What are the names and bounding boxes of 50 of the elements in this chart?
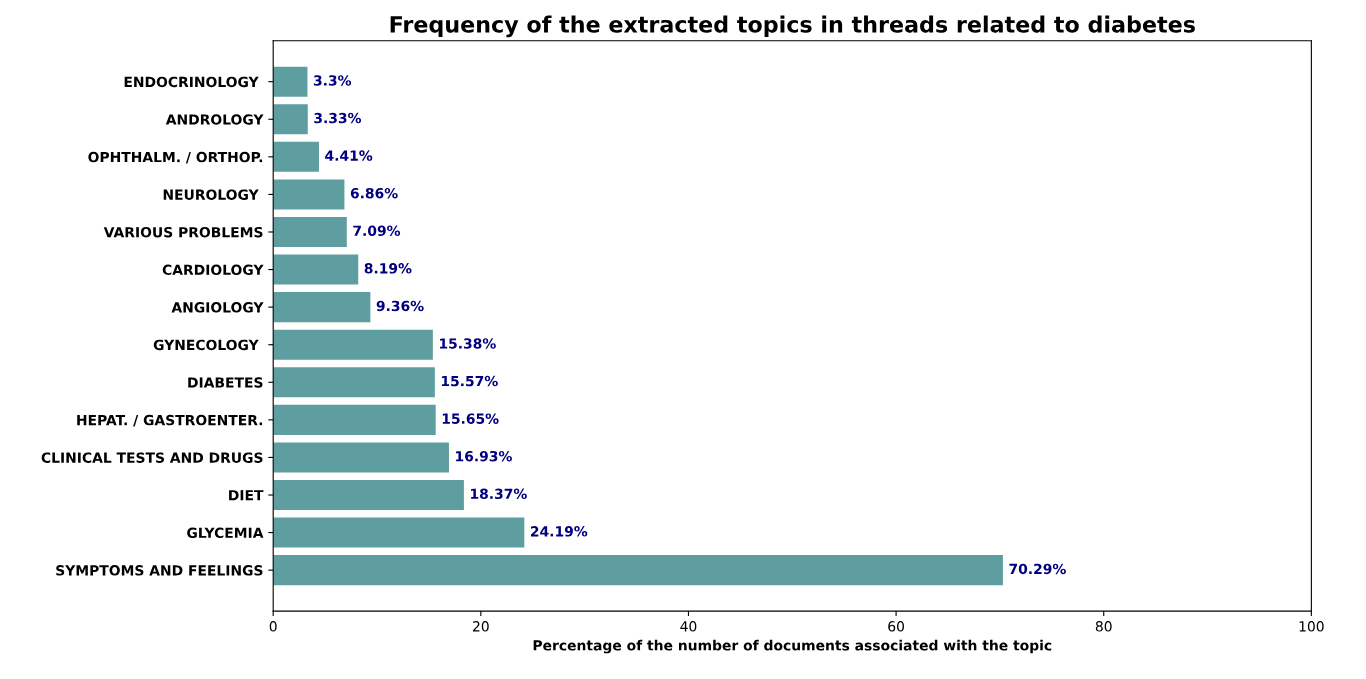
x-tick-label: 0	[269, 621, 277, 632]
data-label: 4.41%	[325, 150, 373, 161]
bar	[273, 442, 449, 473]
y-tick-label: OPHTHALM. / ORTHOP.	[88, 151, 263, 164]
bar	[273, 292, 371, 323]
y-tick-label: GLYCEMIA	[187, 527, 264, 539]
y-tick-label: ANGIOLOGY	[171, 302, 264, 313]
data-label: 3.33%	[314, 112, 362, 124]
x-tick-label: 80	[1095, 621, 1112, 632]
y-tick-label: CLINICAL TESTS AND DRUGS	[41, 452, 263, 463]
bar	[273, 179, 345, 210]
y-tick-label: ENDOCRINOLOGY	[124, 76, 259, 88]
bar	[273, 404, 436, 435]
x-tick-label: 60	[888, 621, 905, 632]
y-tick-label: SYMPTOMS AND FEELINGS	[56, 565, 263, 576]
data-label: 24.19%	[530, 526, 588, 537]
bar	[273, 367, 435, 398]
y-tick-label: DIET	[229, 490, 264, 501]
data-label: 8.19%	[364, 263, 412, 274]
y-tick-label: DIABETES	[188, 377, 263, 388]
data-label: 9.36%	[376, 300, 424, 312]
data-label: 15.38%	[439, 338, 496, 349]
data-label: 6.86%	[350, 187, 398, 199]
bar	[273, 479, 464, 511]
data-label: 70.29%	[1009, 563, 1066, 575]
y-tick-label: VARIOUS PROBLEMS	[103, 226, 263, 238]
bar	[273, 329, 433, 360]
y-tick-label: GYNECOLOGY	[153, 339, 259, 351]
x-axis-title: Percentage of the number of documents associated with the topic	[533, 639, 1052, 654]
data-label: 15.65%	[442, 413, 499, 424]
x-tick-label: 100	[1299, 621, 1324, 632]
data-label: 18.37%	[471, 488, 527, 500]
bar	[273, 141, 319, 172]
x-tick-label: 40	[680, 621, 697, 632]
y-tick-label: CARDIOLOGY	[162, 264, 264, 276]
bar	[273, 517, 525, 548]
bar	[273, 216, 347, 248]
bar	[273, 555, 1003, 586]
bar	[273, 254, 359, 285]
data-label: 15.57%	[441, 375, 498, 387]
data-label: 16.93%	[456, 450, 512, 462]
data-label: 3.3%	[313, 75, 352, 86]
y-tick-label: HEPAT. / GASTROENTER.	[77, 414, 263, 427]
y-tick-label: ANDROLOGY	[165, 114, 264, 125]
chart-title: Frequency of the extracted topics in threads related to diabetes	[390, 15, 1195, 38]
bar	[273, 104, 308, 135]
x-tick-label: 20	[473, 621, 489, 632]
data-label: 7.09%	[353, 225, 401, 237]
bar	[273, 66, 308, 97]
y-tick-label: NEUROLOGY	[163, 189, 259, 200]
